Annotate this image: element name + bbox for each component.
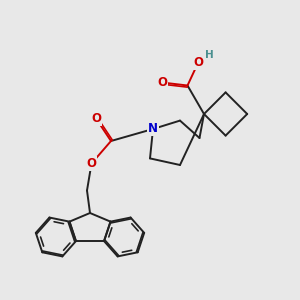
Text: O: O — [157, 76, 167, 89]
Text: H: H — [205, 50, 214, 60]
Text: O: O — [91, 112, 101, 125]
Text: N: N — [148, 122, 158, 136]
Text: O: O — [193, 56, 203, 70]
Text: O: O — [86, 157, 97, 170]
